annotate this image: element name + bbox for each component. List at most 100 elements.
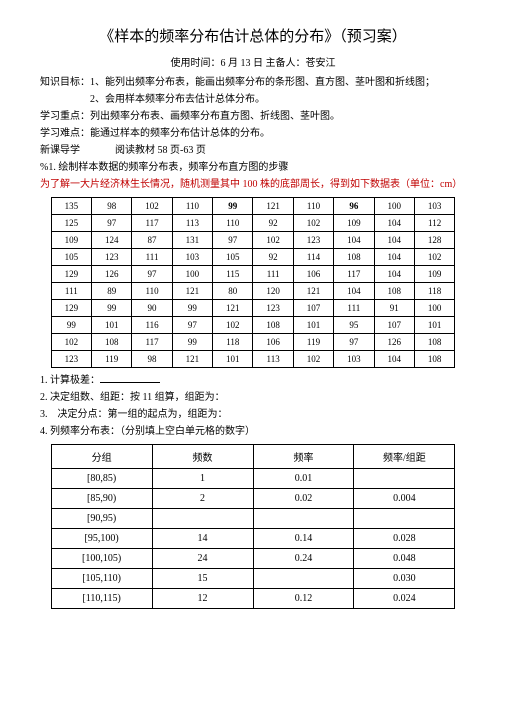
data-cell: 99 [51, 317, 91, 334]
text-line: 学习难点：能通过样本的频率分布估计总体的分布。 [40, 126, 466, 141]
data-cell: 105 [51, 249, 91, 266]
data-cell: 102 [293, 351, 333, 368]
freq-cell: 0.02 [253, 489, 354, 509]
data-cell: 108 [374, 283, 414, 300]
data-cell: 121 [293, 283, 333, 300]
freq-cell: [80,85) [51, 469, 152, 489]
data-cell: 99 [172, 334, 212, 351]
table-row: [80,85)10.01 [51, 469, 455, 489]
data-cell: 119 [92, 351, 132, 368]
freq-cell: 15 [152, 569, 253, 589]
data-cell: 114 [293, 249, 333, 266]
data-cell: 118 [213, 334, 253, 351]
data-cell: 102 [414, 249, 454, 266]
table-row: [110,115)120.120.024 [51, 589, 455, 609]
table-row: [105,110)150.030 [51, 569, 455, 589]
data-cell: 101 [414, 317, 454, 334]
data-cell: 110 [213, 215, 253, 232]
data-cell: 100 [172, 266, 212, 283]
table-row: [90,95) [51, 509, 455, 529]
data-cell: 101 [213, 351, 253, 368]
table-row: [85,90)20.020.004 [51, 489, 455, 509]
data-cell: 126 [374, 334, 414, 351]
data-cell: 111 [334, 300, 374, 317]
data-cell: 99 [92, 300, 132, 317]
table-row: 1091248713197102123104104128 [51, 232, 455, 249]
data-cell: 110 [172, 198, 212, 215]
data-cell: 128 [414, 232, 454, 249]
data-cell: 91 [374, 300, 414, 317]
data-cell: 123 [92, 249, 132, 266]
data-cell: 112 [414, 215, 454, 232]
data-cell: 103 [414, 198, 454, 215]
data-cell: 99 [213, 198, 253, 215]
data-cell: 102 [213, 317, 253, 334]
freq-cell: 0.24 [253, 549, 354, 569]
data-cell: 129 [51, 300, 91, 317]
freq-cell: 12 [152, 589, 253, 609]
text-line: 知识目标：1、能列出频率分布表，能画出频率分布的条形图、直方图、茎叶图和折线图； [40, 75, 466, 90]
data-cell: 107 [293, 300, 333, 317]
data-cell: 104 [374, 266, 414, 283]
data-cell: 102 [293, 215, 333, 232]
data-cell: 117 [334, 266, 374, 283]
data-cell: 90 [132, 300, 172, 317]
header-cell: 频数 [152, 445, 253, 469]
data-cell: 121 [213, 300, 253, 317]
data-cell: 97 [92, 215, 132, 232]
list-item: 3. 决定分点：第一组的起点为，组距为： [40, 407, 466, 422]
data-cell: 96 [334, 198, 374, 215]
page-title: 《样本的频率分布估计总体的分布》（预习案） [40, 25, 466, 46]
data-cell: 87 [132, 232, 172, 249]
freq-cell [152, 509, 253, 529]
data-cell: 102 [51, 334, 91, 351]
data-cell: 108 [92, 334, 132, 351]
data-cell: 124 [92, 232, 132, 249]
data-cell: 121 [172, 283, 212, 300]
data-cell: 111 [51, 283, 91, 300]
table-row: 10512311110310592114108104102 [51, 249, 455, 266]
data-cell: 99 [172, 300, 212, 317]
data-cell: 101 [293, 317, 333, 334]
data-cell: 123 [293, 232, 333, 249]
freq-cell: 0.028 [354, 529, 455, 549]
table-row: 1259711711311092102109104112 [51, 215, 455, 232]
freq-cell: 2 [152, 489, 253, 509]
data-cell: 104 [374, 215, 414, 232]
freq-cell: 0.14 [253, 529, 354, 549]
data-cell: 102 [253, 232, 293, 249]
data-cell: 117 [132, 334, 172, 351]
data-cell: 101 [92, 317, 132, 334]
freq-cell [354, 509, 455, 529]
list-item: 1. 计算极差： [40, 373, 466, 388]
data-cell: 123 [253, 300, 293, 317]
freq-cell: 0.024 [354, 589, 455, 609]
data-cell: 104 [334, 232, 374, 249]
data-cell: 89 [92, 283, 132, 300]
data-cell: 92 [253, 249, 293, 266]
data-cell: 123 [51, 351, 91, 368]
data-cell: 110 [293, 198, 333, 215]
data-cell: 104 [334, 283, 374, 300]
data-cell: 119 [293, 334, 333, 351]
data-cell: 97 [132, 266, 172, 283]
text-line: 2、会用样本频率分布去估计总体分布。 [90, 92, 466, 107]
data-cell: 108 [414, 334, 454, 351]
data-cell: 129 [51, 266, 91, 283]
data-cell: 113 [172, 215, 212, 232]
freq-cell: 1 [152, 469, 253, 489]
freq-cell: 14 [152, 529, 253, 549]
data-cell: 109 [334, 215, 374, 232]
text-line: 新课导学 阅读教材 58 页-63 页 [40, 143, 466, 158]
data-cell: 100 [414, 300, 454, 317]
data-cell: 115 [213, 266, 253, 283]
freq-cell: 0.01 [253, 469, 354, 489]
data-cell: 104 [374, 232, 414, 249]
data-cell: 125 [51, 215, 91, 232]
header-cell: 频率/组距 [354, 445, 455, 469]
text-line: 为了解一大片经济林生长情况，随机测量其中 100 株的底部周长，得到如下数据表（… [40, 177, 466, 192]
data-cell: 111 [253, 266, 293, 283]
freq-cell: 24 [152, 549, 253, 569]
data-cell: 98 [92, 198, 132, 215]
text-line: %1. 绘制样本数据的频率分布表，频率分布直方图的步骤 [40, 160, 466, 175]
